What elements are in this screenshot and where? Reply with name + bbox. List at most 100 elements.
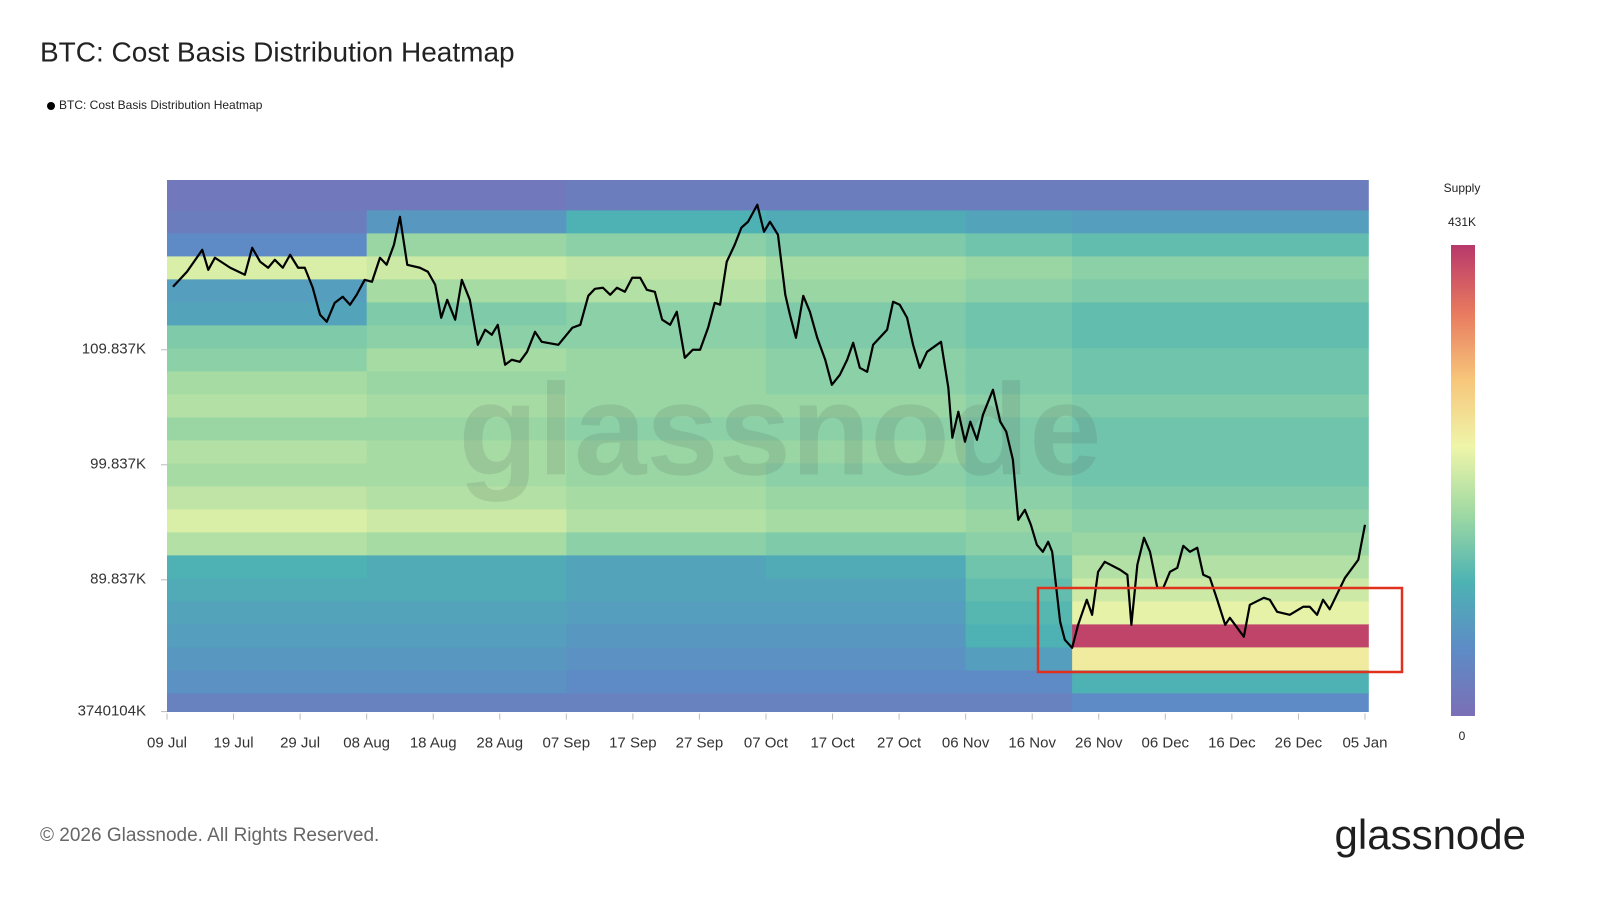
heat-cell — [167, 646, 368, 671]
heat-cell — [566, 347, 767, 372]
x-tick-label: 27 Oct — [877, 735, 922, 752]
heat-cell — [1072, 209, 1369, 234]
y-tick-label: 109.837K — [82, 341, 146, 358]
x-tick-label: 08 Aug — [343, 735, 390, 752]
heat-cell — [167, 531, 368, 556]
heat-cell — [566, 531, 767, 556]
heat-cell — [1072, 646, 1369, 671]
logo: glassnode — [1335, 811, 1526, 858]
heat-cell — [167, 600, 368, 625]
heat-cell — [366, 370, 567, 395]
heat-cell — [965, 347, 1073, 372]
heat-cell — [1072, 416, 1369, 441]
heat-cell — [366, 600, 567, 625]
heat-cell — [566, 508, 767, 533]
highlight-box — [1036, 586, 1404, 674]
heat-cell — [566, 232, 767, 257]
heat-cell — [167, 485, 368, 510]
heat-cell — [566, 393, 767, 418]
x-tick-label: 26 Nov — [1075, 735, 1123, 752]
heat-cell — [965, 370, 1073, 395]
x-tick-label: 05 Jan — [1342, 735, 1387, 752]
heat-cell — [765, 180, 967, 211]
heat-cell — [965, 416, 1073, 441]
colorbar-title: Supply — [1444, 181, 1481, 195]
heat-cell — [167, 393, 368, 418]
x-tick-label: 17 Sep — [609, 735, 657, 752]
heat-cell — [765, 531, 967, 556]
heat-cell — [1072, 278, 1369, 303]
heat-cell — [167, 370, 368, 395]
heat-cell — [965, 393, 1073, 418]
heat-cell — [765, 370, 967, 395]
x-tick-label: 09 Jul — [147, 735, 187, 752]
heat-cell — [366, 577, 567, 602]
heat-cell — [765, 301, 967, 326]
heat-cell — [965, 577, 1073, 602]
colorbar-tick-label: 431K — [1448, 215, 1476, 229]
price-line — [172, 203, 1367, 649]
heat-cell — [167, 577, 368, 602]
heat-cell — [566, 600, 767, 625]
legend-marker — [47, 102, 55, 110]
heat-cell — [765, 485, 967, 510]
footer: © 2026 Glassnode. All Rights Reserved. — [40, 825, 379, 846]
x-tick-label: 16 Dec — [1208, 735, 1256, 752]
heat-cell — [965, 301, 1073, 326]
heat-cell — [167, 232, 368, 257]
heat-cell — [167, 669, 368, 694]
y-tick-label: 99.837K — [90, 456, 146, 473]
heat-cell — [366, 623, 567, 648]
heat-cell — [1072, 180, 1369, 211]
heat-cell — [1072, 347, 1369, 372]
x-tick-label: 26 Dec — [1275, 735, 1323, 752]
heat-cell — [765, 508, 967, 533]
heat-cell — [965, 508, 1073, 533]
heat-cell — [765, 416, 967, 441]
legend-label: BTC: Cost Basis Distribution Heatmap — [59, 98, 263, 112]
heat-cell — [965, 439, 1073, 464]
heat-cell — [765, 692, 967, 712]
y-tick-label: 3740104K — [78, 703, 146, 720]
heat-cell — [965, 646, 1073, 671]
heat-cell — [366, 462, 567, 487]
heat-cell — [765, 646, 967, 671]
heat-cell — [765, 577, 967, 602]
heat-cell — [566, 485, 767, 510]
heat-cell — [1072, 462, 1369, 487]
x-tick-label: 07 Sep — [543, 735, 591, 752]
x-tick-label: 06 Dec — [1142, 735, 1190, 752]
heat-cell — [765, 554, 967, 579]
heat-cell — [965, 232, 1073, 257]
heat-cell — [1072, 324, 1369, 349]
heat-cell — [167, 508, 368, 533]
heat-cell — [366, 347, 567, 372]
heat-cell — [167, 554, 368, 579]
heat-cell — [566, 301, 767, 326]
watermark: glassnode — [459, 356, 1102, 502]
x-tick-label: 19 Jul — [214, 735, 254, 752]
heat-cell — [965, 278, 1073, 303]
heat-cell — [765, 462, 967, 487]
heat-cell — [366, 439, 567, 464]
x-tick-label: 17 Oct — [810, 735, 855, 752]
heat-cell — [366, 393, 567, 418]
heat-cell — [366, 554, 567, 579]
heat-cell — [566, 370, 767, 395]
heat-cell — [765, 278, 967, 303]
heat-cell — [167, 623, 368, 648]
heat-cell — [167, 462, 368, 487]
heat-cell — [765, 232, 967, 257]
heat-cell — [167, 209, 368, 234]
heat-cell — [366, 646, 567, 671]
heat-cell — [167, 439, 368, 464]
heat-cell — [366, 209, 567, 234]
heat-cell — [566, 669, 767, 694]
heat-cell — [1072, 370, 1369, 395]
heat-cell — [965, 485, 1073, 510]
heat-cell — [965, 669, 1073, 694]
x-tick-label: 27 Sep — [676, 735, 724, 752]
heat-cell — [765, 393, 967, 418]
heat-cell — [366, 180, 567, 211]
line — [172, 203, 1367, 649]
